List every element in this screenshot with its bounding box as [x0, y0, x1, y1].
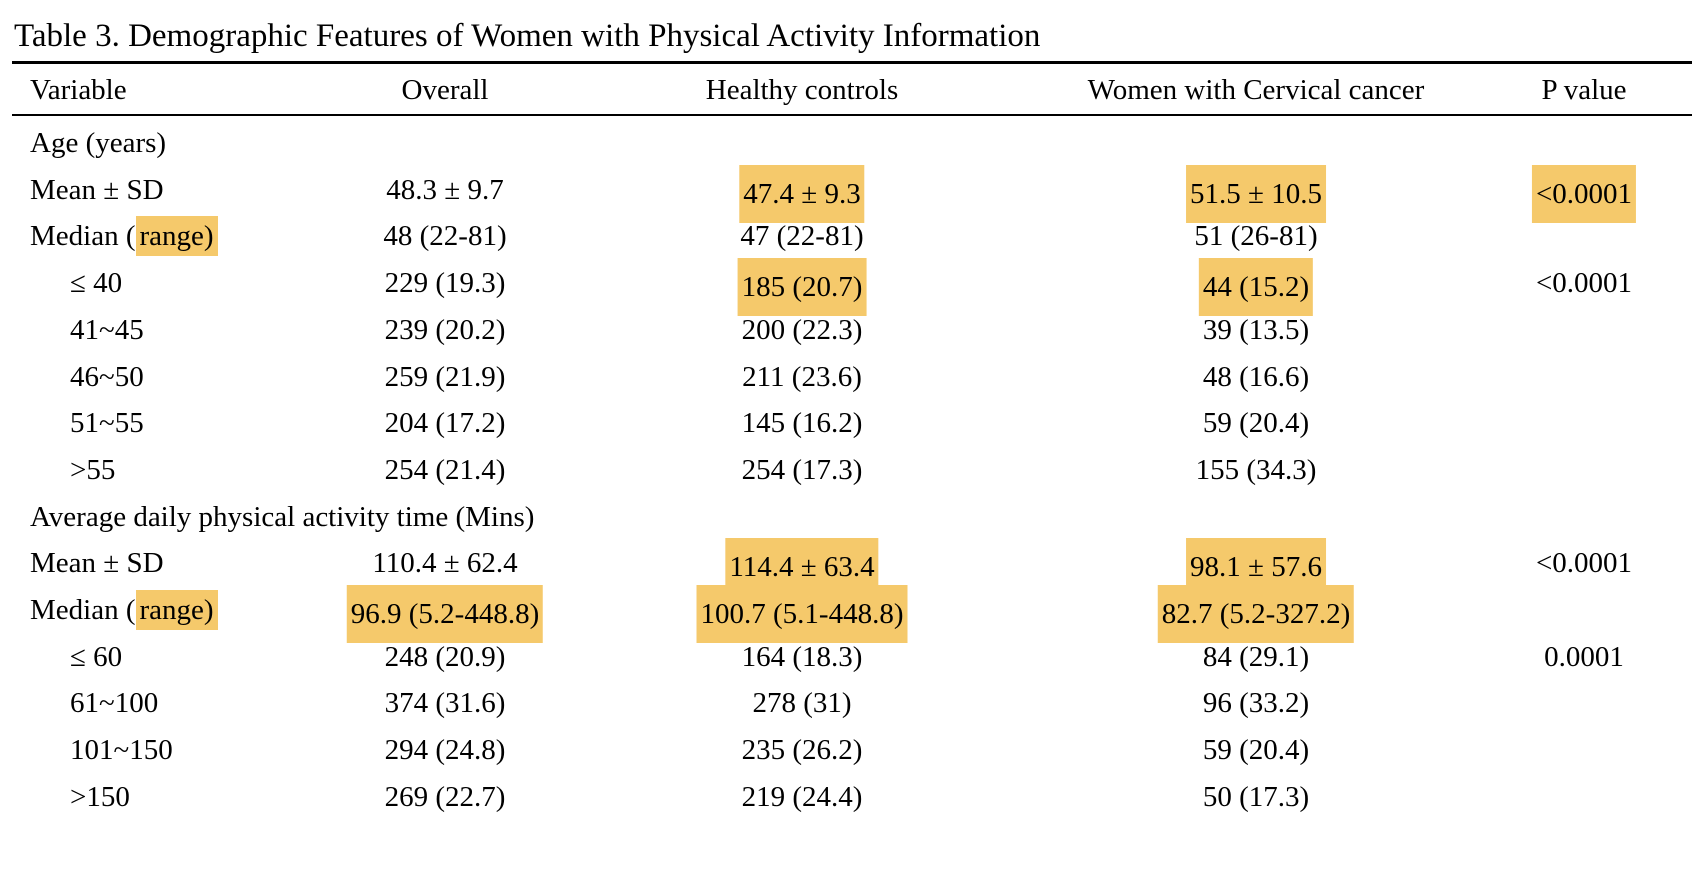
- variable-label-highlight: range): [135, 216, 218, 257]
- cell-variable: ≤ 40: [70, 267, 123, 300]
- cell-variable: 41~45: [70, 313, 144, 346]
- header-variable: Variable: [30, 74, 127, 106]
- cell-variable: >55: [70, 453, 116, 486]
- cell-variable: Average daily physical activity time (Mi…: [30, 500, 535, 533]
- table-row: 46~50 259 (21.9) 211 (23.6) 48 (16.6): [0, 352, 1700, 402]
- table-row: 101~150 294 (24.8) 235 (26.2) 59 (20.4): [0, 725, 1700, 775]
- table-row: Mean ± SD 110.4 ± 62.4 114.4 ± 63.4 98.1 ± …: [0, 538, 1700, 597]
- cell-variable: Median (range): [30, 211, 218, 261]
- cell-variable: 101~150: [70, 734, 173, 767]
- cell-variable: Mean ± SD: [30, 173, 164, 206]
- table-header-rule: [12, 114, 1692, 116]
- cell-variable: >150: [70, 780, 130, 813]
- variable-label-highlight: range): [135, 590, 218, 630]
- table-row: 51~55 204 (17.2) 145 (16.2) 59 (20.4): [0, 398, 1700, 448]
- table-row: Mean ± SD 48.3 ± 9.7 47.4 ± 9.3 51.5 ± 10.5…: [0, 164, 1700, 223]
- table-header-row: Variable Overall Healthy controls Women …: [0, 65, 1700, 115]
- cell-variable: ≤ 60: [70, 640, 123, 673]
- variable-label: Median (: [30, 594, 136, 626]
- table-top-rule: [12, 61, 1692, 64]
- cell-variable: Median (range): [30, 585, 218, 635]
- cell-variable: 46~50: [70, 360, 144, 393]
- table-row: >150 269 (22.7) 219 (24.4) 50 (17.3): [0, 772, 1700, 822]
- cell-variable: 61~100: [70, 687, 159, 720]
- table-row: Age (years): [0, 118, 1700, 168]
- table-row: 61~100 374 (31.6) 278 (31) 96 (33.2): [0, 678, 1700, 728]
- table-row: ≤ 40 229 (19.3) 185 (20.7) 44 (15.2) <0.0001: [0, 258, 1700, 317]
- cell-variable: Age (years): [30, 127, 167, 159]
- table-row: Median (range) 96.9 (5.2-448.8) 100.7 (5.1…: [0, 585, 1700, 643]
- table-row: Average daily physical activity time (Mi…: [0, 492, 1700, 542]
- table-row: 41~45 239 (20.2) 200 (22.3) 39 (13.5): [0, 305, 1700, 355]
- variable-label: Median (: [30, 220, 136, 253]
- cell-variable: 51~55: [70, 407, 144, 440]
- table-row: Median (range) 48 (22-81) 47 (22-81) 51 (26…: [0, 211, 1700, 261]
- table-row: >55 254 (21.4) 254 (17.3) 155 (34.3): [0, 445, 1700, 495]
- table-caption: Table 3. Demographic Features of Women w…: [14, 18, 1041, 54]
- table-row: ≤ 60 248 (20.9) 164 (18.3) 84 (29.1) 0.0001: [0, 632, 1700, 682]
- cell-variable: Mean ± SD: [30, 547, 164, 580]
